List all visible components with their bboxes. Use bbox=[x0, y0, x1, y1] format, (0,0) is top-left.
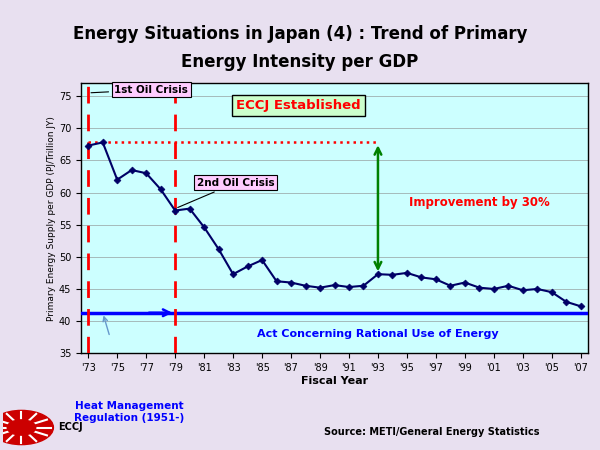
Circle shape bbox=[7, 420, 36, 435]
Text: Act Concerning Rational Use of Energy: Act Concerning Rational Use of Energy bbox=[257, 329, 499, 339]
X-axis label: Fiscal Year: Fiscal Year bbox=[301, 376, 368, 386]
Text: 2nd Oil Crisis: 2nd Oil Crisis bbox=[178, 178, 275, 207]
Text: Energy Intensity per GDP: Energy Intensity per GDP bbox=[181, 53, 419, 71]
Text: ECCJ: ECCJ bbox=[58, 423, 83, 432]
Text: Source: METI/General Energy Statistics: Source: METI/General Energy Statistics bbox=[324, 427, 540, 437]
Y-axis label: Primary Energy Supply per GDP (PJ/Trillion JY): Primary Energy Supply per GDP (PJ/Trilli… bbox=[47, 116, 56, 321]
Text: Heat Management
Regulation (1951-): Heat Management Regulation (1951-) bbox=[74, 401, 184, 423]
Text: Improvement by 30%: Improvement by 30% bbox=[409, 196, 550, 209]
Text: 1st Oil Crisis: 1st Oil Crisis bbox=[91, 85, 188, 94]
Text: Energy Situations in Japan (4) : Trend of Primary: Energy Situations in Japan (4) : Trend o… bbox=[73, 25, 527, 43]
Circle shape bbox=[0, 410, 53, 445]
Text: ECCJ Established: ECCJ Established bbox=[236, 99, 361, 112]
